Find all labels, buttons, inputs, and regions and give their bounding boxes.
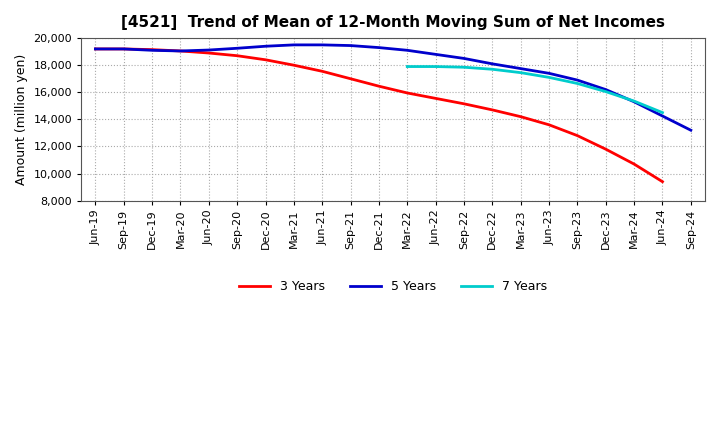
Title: [4521]  Trend of Mean of 12-Month Moving Sum of Net Incomes: [4521] Trend of Mean of 12-Month Moving … [121, 15, 665, 30]
5 Years [374, 45, 383, 50]
3 Years [601, 147, 610, 152]
3 Years [233, 53, 241, 59]
3 Years [516, 114, 525, 119]
3 Years [459, 101, 468, 106]
3 Years [261, 57, 270, 62]
5 Years [91, 46, 99, 51]
Line: 7 Years: 7 Years [408, 66, 662, 113]
Line: 5 Years: 5 Years [95, 45, 690, 130]
5 Years [459, 56, 468, 61]
3 Years [431, 96, 440, 101]
3 Years [488, 107, 497, 113]
5 Years [516, 66, 525, 71]
5 Years [346, 43, 355, 48]
3 Years [204, 50, 213, 55]
3 Years [403, 90, 412, 95]
3 Years [630, 161, 639, 167]
5 Years [488, 61, 497, 66]
3 Years [658, 179, 667, 184]
3 Years [176, 48, 185, 54]
7 Years [431, 64, 440, 69]
7 Years [403, 64, 412, 69]
3 Years [148, 47, 156, 52]
5 Years [233, 46, 241, 51]
5 Years [176, 48, 185, 54]
7 Years [658, 110, 667, 115]
Legend: 3 Years, 5 Years, 7 Years: 3 Years, 5 Years, 7 Years [233, 275, 553, 298]
5 Years [204, 48, 213, 53]
7 Years [601, 89, 610, 94]
3 Years [120, 46, 128, 51]
7 Years [630, 99, 639, 104]
5 Years [120, 46, 128, 51]
5 Years [601, 87, 610, 92]
5 Years [545, 71, 554, 76]
5 Years [630, 99, 639, 104]
3 Years [545, 122, 554, 128]
5 Years [289, 42, 298, 48]
3 Years [318, 69, 327, 74]
3 Years [374, 84, 383, 89]
7 Years [488, 66, 497, 72]
7 Years [459, 65, 468, 70]
5 Years [403, 48, 412, 53]
7 Years [516, 70, 525, 75]
5 Years [318, 42, 327, 48]
3 Years [91, 46, 99, 51]
7 Years [573, 81, 582, 86]
5 Years [573, 77, 582, 83]
5 Years [686, 128, 695, 133]
Line: 3 Years: 3 Years [95, 49, 662, 182]
3 Years [573, 133, 582, 138]
3 Years [289, 62, 298, 68]
5 Years [431, 52, 440, 57]
Y-axis label: Amount (million yen): Amount (million yen) [15, 54, 28, 185]
5 Years [148, 48, 156, 53]
3 Years [346, 76, 355, 81]
7 Years [545, 75, 554, 80]
5 Years [261, 44, 270, 49]
5 Years [658, 114, 667, 119]
